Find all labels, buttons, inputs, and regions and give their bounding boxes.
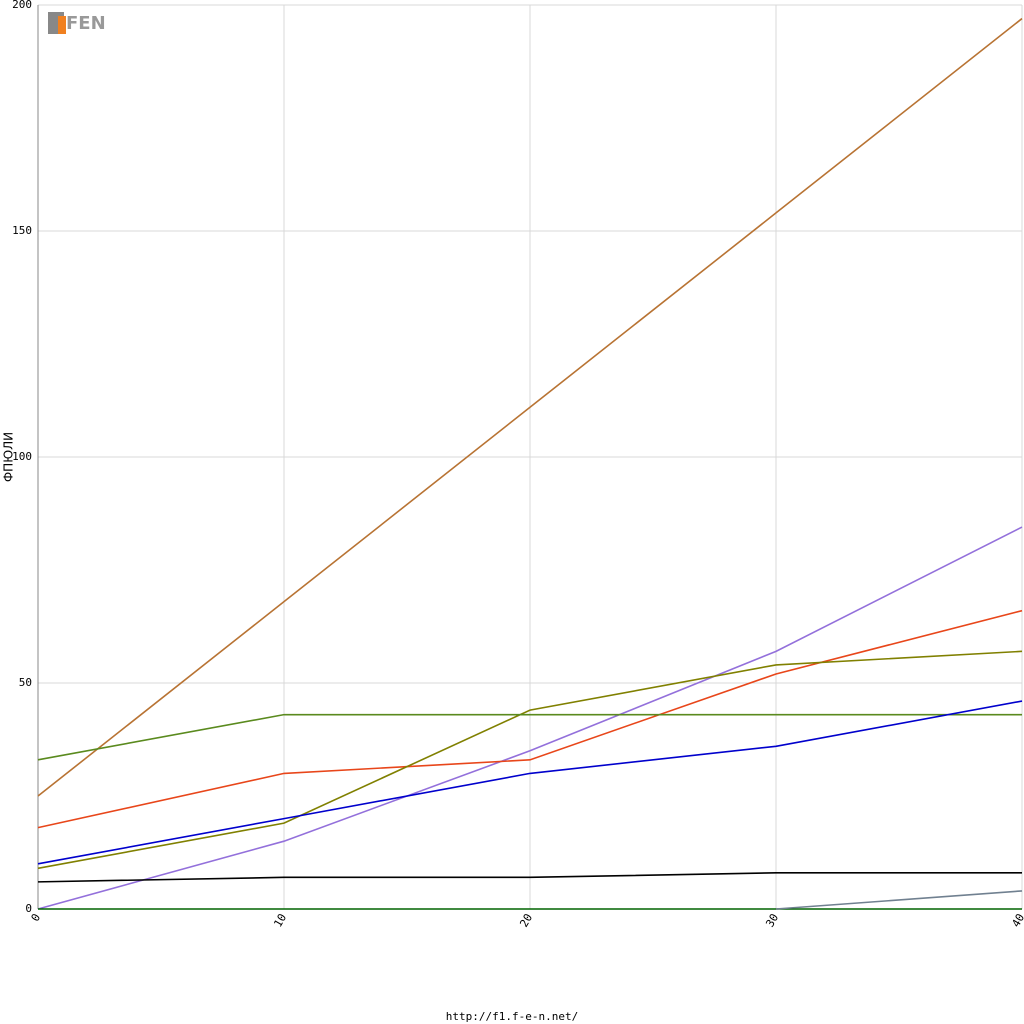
y-tick-label: 100 — [12, 450, 32, 463]
series-line — [37, 700, 1023, 865]
series-line — [775, 890, 1023, 910]
x-tick-label: 20 — [517, 912, 535, 930]
logo: FEN — [48, 12, 106, 34]
logo-block — [58, 16, 66, 34]
series-line — [37, 872, 1022, 883]
series-line — [37, 650, 1023, 870]
y-tick-label: 0 — [25, 902, 32, 915]
series-line — [37, 526, 1023, 910]
x-tick-label: 30 — [763, 912, 781, 930]
x-tick-label: 10 — [271, 912, 289, 930]
y-axis-label: ФПЮЛИ — [2, 432, 16, 482]
series-line — [37, 713, 1022, 761]
y-tick-label: 150 — [12, 224, 32, 237]
series-line — [37, 17, 1023, 797]
logo-text: FEN — [66, 13, 106, 34]
y-tick-label: 50 — [19, 676, 32, 689]
x-tick-label: 40 — [1009, 912, 1024, 930]
y-tick-label: 200 — [12, 0, 32, 11]
footer: http://f1.f-e-n.net/ — [446, 1010, 578, 1023]
series-line — [37, 609, 1023, 829]
